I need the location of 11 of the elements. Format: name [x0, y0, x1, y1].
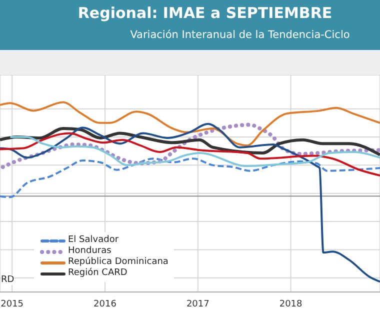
chart-subtitle: Variación Interanual de la Tendencia-Ciclo [129, 28, 351, 41]
legend-label: El Salvador [68, 235, 119, 246]
x-tick-label: 2017 [186, 299, 210, 310]
x-tick-label: 2015 [0, 299, 24, 310]
legend-label: Honduras [68, 246, 112, 256]
annotation: RD [1, 275, 14, 285]
x-tick-label: 2016 [94, 299, 117, 310]
legend-label: Región CARD [68, 268, 128, 279]
legend-label: República Dominicana [68, 257, 168, 268]
chart-title: Regional: IMAE a SEPTIEMBRE [76, 3, 334, 22]
x-tick-label: 2018 [279, 299, 303, 310]
